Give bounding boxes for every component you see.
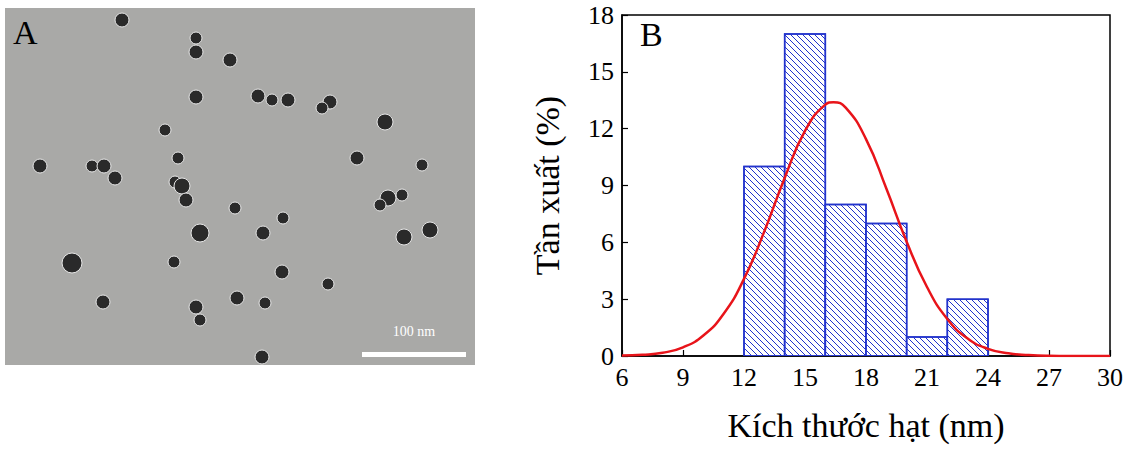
svg-text:18: 18 <box>853 363 879 392</box>
svg-text:0: 0 <box>601 342 614 371</box>
svg-text:A: A <box>13 14 38 51</box>
svg-text:Tần xuất (%): Tần xuất (%) <box>529 96 567 275</box>
svg-text:3: 3 <box>601 285 614 314</box>
svg-text:9: 9 <box>677 363 690 392</box>
svg-text:100 nm: 100 nm <box>393 324 436 339</box>
svg-text:24: 24 <box>975 363 1001 392</box>
svg-text:6: 6 <box>601 228 614 257</box>
svg-text:12: 12 <box>588 114 614 143</box>
svg-text:30: 30 <box>1097 363 1123 392</box>
svg-text:15: 15 <box>588 57 614 86</box>
svg-text:9: 9 <box>601 171 614 200</box>
svg-text:B: B <box>640 16 663 53</box>
svg-text:6: 6 <box>616 363 629 392</box>
svg-text:15: 15 <box>792 363 818 392</box>
svg-text:21: 21 <box>914 363 940 392</box>
svg-text:Kích thước hạt (nm): Kích thước hạt (nm) <box>727 407 1004 445</box>
svg-text:18: 18 <box>588 1 614 30</box>
svg-text:27: 27 <box>1036 363 1062 392</box>
svg-text:12: 12 <box>731 363 757 392</box>
